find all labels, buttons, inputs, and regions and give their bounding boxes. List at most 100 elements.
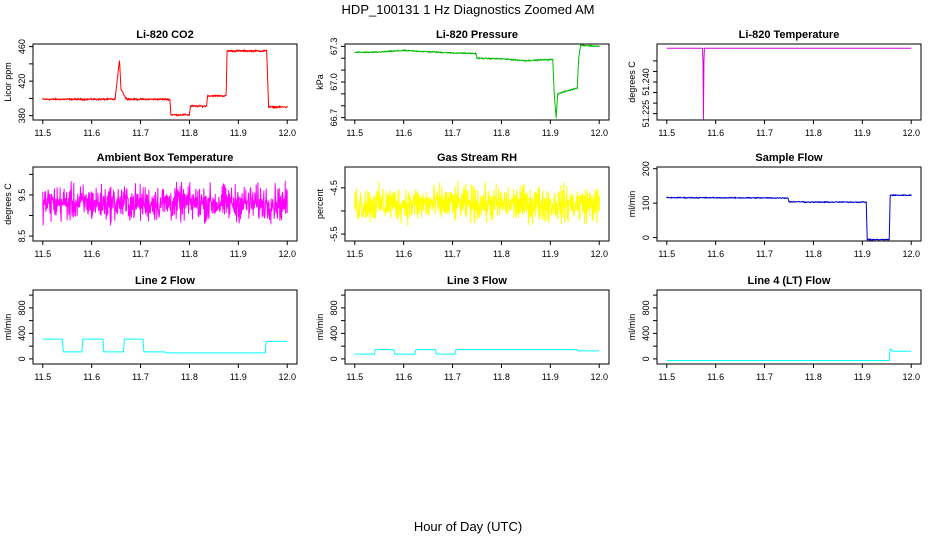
x-tick-label: 11.7 (444, 372, 461, 382)
y-axis-label: percent (315, 188, 325, 219)
y-tick-label: 200 (641, 161, 651, 176)
page-title: HDP_100131 1 Hz Diagnostics Zoomed AM (341, 2, 595, 17)
y-axis-label: ml/min (627, 191, 637, 218)
panel-title: Gas Stream RH (437, 152, 517, 164)
x-tick-label: 11.6 (395, 128, 412, 138)
y-tick-label: 0 (329, 356, 339, 361)
y-tick-label: 460 (17, 39, 27, 54)
y-axis-label: degrees C (627, 61, 637, 103)
x-tick-label: 11.6 (707, 128, 724, 138)
y-axis-label: ml/min (315, 314, 325, 341)
y-tick-label: 9.5 (17, 189, 27, 202)
x-tick-label: 11.5 (658, 128, 675, 138)
plot-frame (344, 43, 610, 121)
y-axis-label: ml/min (627, 314, 637, 341)
y-tick-label: 100 (641, 196, 651, 211)
x-tick-label: 11.8 (493, 372, 510, 382)
x-tick-label: 11.9 (854, 128, 871, 138)
x-tick-label: 11.5 (346, 128, 363, 138)
x-tick-label: 11.5 (346, 249, 363, 259)
y-axis-label: Licor ppm (3, 62, 13, 102)
x-tick-label: 11.5 (658, 249, 675, 259)
x-tick-label: 11.7 (756, 128, 773, 138)
y-tick-label: 51.240 (641, 68, 651, 96)
x-tick-label: 11.9 (230, 128, 247, 138)
series-line-gas-stream-rh-0 (354, 180, 600, 226)
x-tick-label: 11.5 (346, 372, 363, 382)
plot-frame (32, 166, 298, 242)
panel-title: Line 3 Flow (447, 275, 507, 287)
x-tick-label: 11.9 (230, 249, 247, 259)
x-tick-label: 12.0 (278, 249, 296, 259)
y-tick-label: 800 (17, 300, 27, 315)
x-tick-label: 11.5 (34, 128, 51, 138)
plot-frame (344, 166, 610, 242)
x-tick-label: 11.7 (132, 249, 149, 259)
y-tick-label: 67.3 (329, 38, 339, 56)
panel-title: Ambient Box Temperature (97, 152, 234, 164)
y-tick-label: -4.5 (329, 180, 339, 196)
plot-frame (656, 43, 922, 121)
x-tick-label: 12.0 (590, 128, 608, 138)
x-tick-label: 11.9 (854, 372, 871, 382)
y-tick-label: 400 (17, 326, 27, 341)
plot-frame (32, 289, 298, 365)
x-tick-label: 11.7 (444, 249, 461, 259)
x-tick-label: 11.8 (493, 128, 510, 138)
x-tick-label: 11.7 (444, 128, 461, 138)
panel-title: Li-820 Pressure (436, 29, 518, 41)
x-tick-label: 11.7 (756, 372, 773, 382)
x-axis-caption: Hour of Day (UTC) (413, 519, 523, 534)
x-tick-label: 11.7 (132, 128, 149, 138)
y-axis-label: ml/min (3, 314, 13, 341)
panel-line-2-flow: Line 2 Flow ml/min 11.5 11.6 11.7 11.8 11.9 12.… (3, 275, 298, 382)
panel-title: Line 4 (LT) Flow (748, 275, 831, 287)
y-tick-label: 420 (17, 74, 27, 89)
series-line-sample-flow-0 (666, 194, 912, 241)
x-tick-label: 11.5 (34, 372, 51, 382)
x-tick-label: 11.8 (181, 128, 198, 138)
x-tick-label: 12.0 (278, 372, 296, 382)
x-tick-label: 11.9 (542, 249, 559, 259)
y-axis-label: degrees C (3, 183, 13, 225)
y-tick-label: 8.5 (17, 230, 27, 243)
panel-title: Line 2 Flow (135, 275, 195, 287)
panel-li-820-temperature: Li-820 Temperature degrees C 11.5 11.6 11.7 1… (627, 29, 922, 138)
x-tick-label: 11.6 (83, 372, 100, 382)
x-tick-label: 11.8 (493, 249, 510, 259)
x-tick-label: 12.0 (902, 128, 920, 138)
x-tick-label: 11.8 (181, 372, 198, 382)
x-tick-label: 11.6 (83, 128, 100, 138)
panel-ambient-box-temperature: Ambient Box Temperature degrees C 11.5 11.6… (3, 152, 298, 259)
x-tick-label: 12.0 (590, 372, 608, 382)
series-line-line-2-flow-0 (42, 338, 288, 354)
y-tick-label: 0 (17, 356, 27, 361)
plot-frame (656, 166, 922, 242)
series-line-ambient-box-temperature-0 (42, 180, 288, 226)
x-tick-label: 11.7 (132, 372, 149, 382)
y-tick-label: -5.5 (329, 226, 339, 242)
panel-title: Li-820 Temperature (739, 29, 840, 41)
y-tick-label: 0 (641, 235, 651, 240)
plot-frame (32, 43, 298, 121)
series-line-line-3-flow-0 (354, 349, 600, 355)
y-tick-label: 800 (329, 300, 339, 315)
y-tick-label: 400 (641, 326, 651, 341)
panel-li-820-co2: Li-820 CO2 Licor ppm 11.5 11.6 11.7 11.8 11.9 1… (3, 29, 298, 138)
x-tick-label: 12.0 (902, 372, 920, 382)
panel-title: Sample Flow (755, 152, 823, 164)
panel-li-820-pressure: Li-820 Pressure kPa 11.5 11.6 11.7 11.8 11.9 12… (315, 29, 610, 138)
panel-sample-flow: Sample Flow ml/min 11.5 11.6 11.7 11.8 11.9 12.… (627, 152, 922, 259)
x-tick-label: 11.7 (756, 249, 773, 259)
x-tick-label: 11.9 (230, 372, 247, 382)
series-line-line-4-lt-flow-0 (666, 348, 912, 361)
y-tick-label: 67.0 (329, 73, 339, 91)
y-axis-label: kPa (315, 74, 325, 90)
y-tick-label: 51.225 (641, 100, 651, 128)
x-tick-label: 11.8 (805, 249, 822, 259)
x-tick-label: 11.5 (658, 372, 675, 382)
plot-frame (656, 289, 922, 365)
x-tick-label: 11.9 (854, 249, 871, 259)
x-tick-label: 11.6 (395, 249, 412, 259)
